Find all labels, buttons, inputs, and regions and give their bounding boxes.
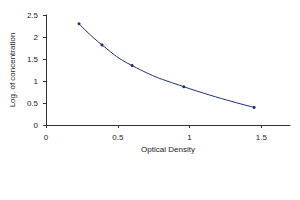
svg-text:Optical Density: Optical Density (141, 145, 195, 154)
svg-text:2.5: 2.5 (27, 11, 39, 20)
svg-text:1.5: 1.5 (256, 133, 268, 142)
svg-text:1: 1 (187, 133, 192, 142)
svg-text:0.5: 0.5 (27, 99, 39, 108)
svg-text:Log. of concentration: Log. of concentration (8, 33, 17, 108)
svg-text:0: 0 (44, 133, 49, 142)
svg-text:1: 1 (34, 77, 39, 86)
svg-text:0: 0 (34, 121, 39, 130)
svg-text:0.5: 0.5 (112, 133, 124, 142)
svg-text:1.5: 1.5 (27, 55, 39, 64)
svg-text:2: 2 (34, 33, 39, 42)
